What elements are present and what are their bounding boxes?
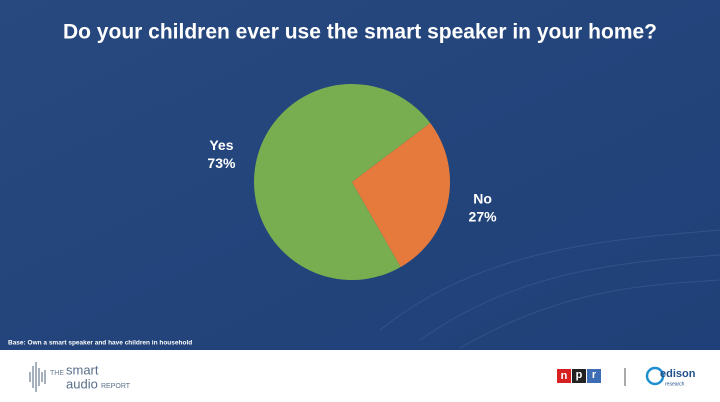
pie-slice: [352, 123, 450, 268]
decor-waves: [379, 229, 720, 349]
slice-label: Yes: [209, 137, 233, 153]
chart-title: Do your children ever use the smart spea…: [63, 21, 657, 44]
slice-value-label: 27%: [469, 209, 498, 225]
footer-band: [0, 350, 720, 402]
npr-r: r: [592, 369, 597, 381]
logo-audio: audio: [66, 376, 98, 391]
logo-the: THE: [50, 370, 64, 377]
npr-logo: n p r: [557, 369, 601, 383]
edison-name: edison: [660, 368, 696, 380]
slice-value-label: 73%: [207, 155, 236, 171]
slice-label: No: [473, 191, 492, 207]
npr-n: n: [561, 370, 568, 382]
pie-slice: [253, 84, 431, 281]
base-note: Base: Own a smart speaker and have child…: [8, 340, 192, 347]
edison-sub: research: [665, 381, 685, 387]
logo-report: REPORT: [101, 383, 131, 390]
npr-p: p: [576, 369, 583, 381]
logo-smart: smart: [66, 362, 99, 377]
report-logo: THE smart audio REPORT: [29, 362, 131, 392]
edison-logo: edison research: [645, 366, 696, 387]
